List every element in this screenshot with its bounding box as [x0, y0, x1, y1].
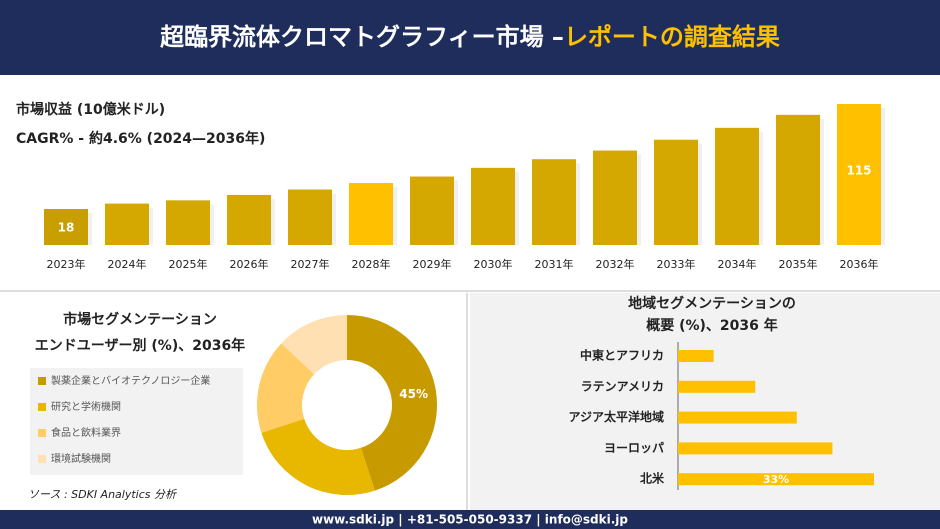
bar [678, 350, 714, 362]
pie-subtitle: エンドユーザー別 (%)、2036年 [35, 337, 245, 354]
header-title: 超臨界流体クロマトグラフィー市場 –レポートの調査結果 [160, 23, 780, 51]
legend-label: 環境試験機関 [51, 452, 111, 465]
title: 超臨界流体クロマトグラフィー市場 – [160, 23, 564, 51]
legend-swatch [38, 429, 46, 437]
legend-box [30, 368, 243, 475]
donut-slice [256, 343, 315, 433]
bar [227, 194, 271, 245]
footer-bg [0, 510, 940, 529]
bar [837, 104, 881, 245]
x-tick-label: 2026年 [230, 257, 269, 271]
x-tick-label: 2023年 [47, 257, 86, 271]
x-tick-label: 2035年 [779, 257, 818, 271]
barh-title: 地域セグメンテーションの [628, 295, 796, 312]
x-tick-label: 2033年 [657, 257, 696, 271]
y-tick-label: ラテンアメリカ [581, 379, 664, 393]
bar [288, 189, 332, 245]
bar [715, 127, 759, 245]
bar [776, 114, 820, 246]
bar-title: 市場収益 (10億米ドル) [16, 101, 165, 118]
legend-swatch [38, 455, 46, 463]
bar [166, 200, 210, 245]
x-tick-label: 2030年 [474, 257, 513, 271]
x-tick-label: 2032年 [596, 257, 635, 271]
legend-label: 食品と飲料業界 [51, 426, 121, 439]
donut-slice [347, 315, 438, 491]
donut-slice [281, 315, 347, 375]
x-tick-label: 2031年 [535, 257, 574, 271]
x-tick-label: 2034年 [718, 257, 757, 271]
header-bg [0, 0, 940, 75]
y-tick-label: ヨーロッパ [604, 441, 664, 455]
value-label: 33% [763, 473, 789, 486]
title-highlight: レポートの調査結果 [564, 23, 780, 51]
legend-swatch [38, 403, 46, 411]
y-tick-label: 中東とアフリカ [580, 348, 664, 363]
bar [532, 159, 576, 245]
value-label: 45% [399, 387, 428, 401]
donut-slice [261, 418, 375, 496]
x-tick-label: 2025年 [169, 257, 208, 271]
bar [471, 167, 515, 245]
bar [349, 183, 393, 245]
y-tick-label: アジア太平洋地域 [568, 409, 664, 424]
x-tick-label: 2024年 [108, 257, 147, 271]
bar [593, 150, 637, 245]
bar [678, 380, 756, 393]
x-tick-label: 2036年 [840, 257, 879, 271]
legend-swatch [38, 377, 46, 385]
value-label: 18 [58, 221, 75, 235]
legend-label: 製薬企業とバイオテクノロジー企業 [51, 374, 210, 387]
pie-title: 市場セグメンテーション [63, 311, 217, 328]
x-tick-label: 2027年 [291, 257, 330, 271]
bar [678, 442, 833, 455]
bar [105, 203, 149, 245]
barh-subtitle: 概要 (%)、2036 年 [646, 317, 778, 334]
value-label: 115 [846, 164, 871, 178]
bar [678, 473, 874, 486]
legend-label: 研究と学術機関 [51, 400, 121, 413]
bar [678, 411, 797, 424]
footer: www.sdki.jp | +81-505-050-9337 | info@sd… [312, 513, 628, 527]
source: ソース : SDKI Analytics 分析 [28, 488, 178, 501]
x-tick-label: 2029年 [413, 257, 452, 271]
bar-subtitle: CAGR% - 約4.6% (2024—2036年) [16, 130, 265, 147]
x-tick-label: 2028年 [352, 257, 391, 271]
bar [410, 176, 454, 245]
bar [654, 139, 698, 245]
bar [44, 209, 88, 245]
y-tick-label: 北米 [640, 471, 665, 486]
